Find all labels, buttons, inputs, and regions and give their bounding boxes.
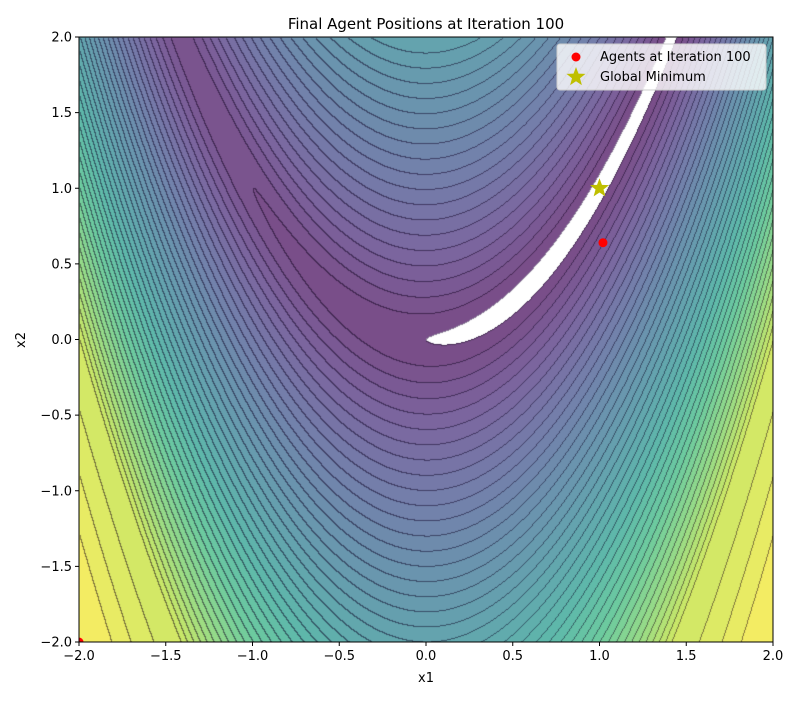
y-axis-ticks: −2.0 −1.5 −1.0 −0.5 0.0 0.5 1.0 1.5 2.0 [40, 31, 79, 651]
x-tick-label: 2.0 [763, 649, 784, 664]
global-minimum-marker [589, 178, 610, 197]
y-tick-label: −1.5 [40, 560, 72, 575]
data-marks [79, 178, 610, 642]
agent-point-1 [79, 637, 84, 642]
agent-point-0 [598, 238, 608, 248]
legend-label-global-minimum: Global Minimum [600, 70, 706, 85]
x-tick-label: 1.0 [589, 649, 610, 664]
x-tick-label: −1.0 [237, 649, 269, 664]
x-tick-label: 0.5 [502, 649, 523, 664]
legend-box [556, 43, 767, 91]
y-tick-label: −2.0 [40, 636, 72, 651]
legend-label-agents: Agents at Iteration 100 [600, 50, 751, 65]
x-tick-label: −1.5 [150, 649, 182, 664]
y-tick-label: 1.0 [51, 182, 72, 197]
x-axis-label: x1 [418, 671, 434, 686]
chart-title: Final Agent Positions at Iteration 100 [288, 15, 564, 33]
y-tick-label: 0.0 [51, 333, 72, 348]
contour-surface [79, 37, 773, 642]
x-tick-label: −0.5 [323, 649, 355, 664]
y-tick-label: 1.5 [51, 106, 72, 121]
y-tick-label: 0.5 [51, 257, 72, 272]
legend-marker-global-minimum [566, 67, 586, 86]
y-tick-label: −0.5 [40, 409, 72, 424]
x-axis-ticks: −2.0 −1.5 −1.0 −0.5 0.0 0.5 1.0 1.5 2.0 [63, 642, 783, 664]
y-tick-label: −1.0 [40, 484, 72, 499]
x-tick-label: −2.0 [63, 649, 95, 664]
x-tick-label: 0.0 [416, 649, 437, 664]
y-axis-label: x2 [14, 332, 29, 348]
x-tick-label: 1.5 [676, 649, 697, 664]
legend-marker-agents [571, 52, 581, 62]
y-tick-label: 2.0 [51, 31, 72, 46]
plot-area [79, 37, 773, 642]
legend: Agents at Iteration 100 Global Minimum [556, 43, 767, 91]
